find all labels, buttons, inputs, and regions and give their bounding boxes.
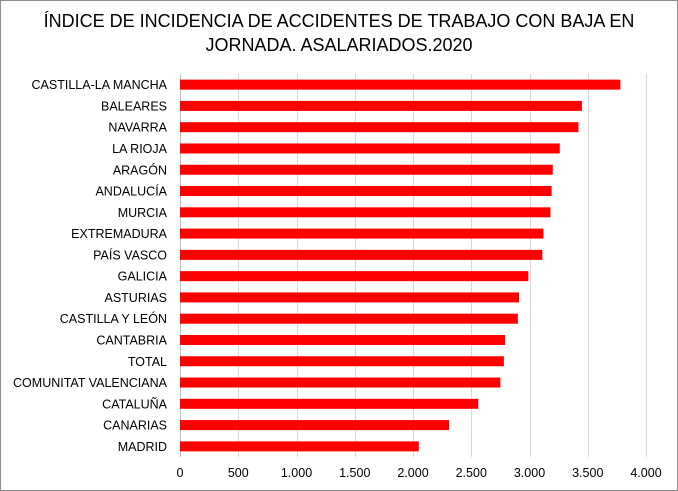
chart-title-line-2: JORNADA. ASALARIADOS.2020	[205, 35, 473, 55]
bars-layer	[180, 79, 621, 452]
bar	[180, 420, 450, 431]
x-tick-label: 3.000	[514, 466, 545, 480]
category-label: CASTILLA Y LEÓN	[60, 311, 167, 326]
bar	[180, 271, 529, 282]
category-label: ARAGÓN	[113, 162, 167, 177]
category-label: TOTAL	[128, 355, 167, 369]
category-label: ANDALUCÍA	[95, 184, 167, 199]
x-tick-label: 2.000	[397, 466, 428, 480]
bar	[180, 313, 518, 324]
bar	[180, 143, 560, 154]
bar	[180, 249, 543, 260]
bar	[180, 398, 479, 409]
category-label: MURCIA	[118, 206, 168, 220]
bar	[180, 186, 552, 197]
grid-layer	[180, 74, 647, 457]
category-label: BALEARES	[101, 99, 167, 113]
category-label: CANTABRIA	[96, 333, 167, 347]
category-label: LA RIOJA	[112, 142, 168, 156]
x-tick-label: 2.500	[456, 466, 487, 480]
x-tick-label: 0	[177, 466, 184, 480]
category-labels: CASTILLA-LA MANCHA BALEARES NAVARRA LA RIOJ…	[13, 78, 168, 454]
category-label: CANARIAS	[103, 419, 167, 433]
category-label: CATALUÑA	[102, 397, 167, 411]
bar	[180, 228, 544, 239]
category-label: PAÍS VASCO	[93, 247, 167, 262]
bar	[180, 122, 579, 133]
bar	[180, 334, 506, 345]
bar	[180, 207, 551, 218]
bar	[180, 377, 501, 388]
bar	[180, 164, 553, 175]
x-tick-label: 500	[228, 466, 249, 480]
category-label: MADRID	[118, 440, 167, 454]
category-label: CASTILLA-LA MANCHA	[32, 78, 168, 92]
category-label: ASTURIAS	[104, 291, 167, 305]
bar	[180, 356, 504, 367]
x-tick-label: 4.000	[630, 466, 661, 480]
bar	[180, 79, 621, 90]
bar	[180, 441, 419, 452]
x-tick-label: 1.000	[281, 466, 312, 480]
x-tick-label: 1.500	[339, 466, 370, 480]
chart-title-line-1: ÍNDICE DE INCIDENCIA DE ACCIDENTES DE TR…	[43, 11, 635, 31]
category-label: COMUNITAT VALENCIANA	[13, 376, 168, 390]
category-label: GALICIA	[118, 270, 168, 284]
bar	[180, 292, 520, 303]
category-label: NAVARRA	[108, 121, 167, 135]
x-tick-labels: 0 500 1.000 1.500 2.000 2.500 3.000 3.500 4.000	[177, 466, 662, 480]
category-label: EXTREMADURA	[71, 227, 168, 241]
x-tick-label: 3.500	[572, 466, 603, 480]
chart-title: ÍNDICE DE INCIDENCIA DE ACCIDENTES DE TR…	[1, 9, 677, 57]
bar	[180, 100, 582, 111]
